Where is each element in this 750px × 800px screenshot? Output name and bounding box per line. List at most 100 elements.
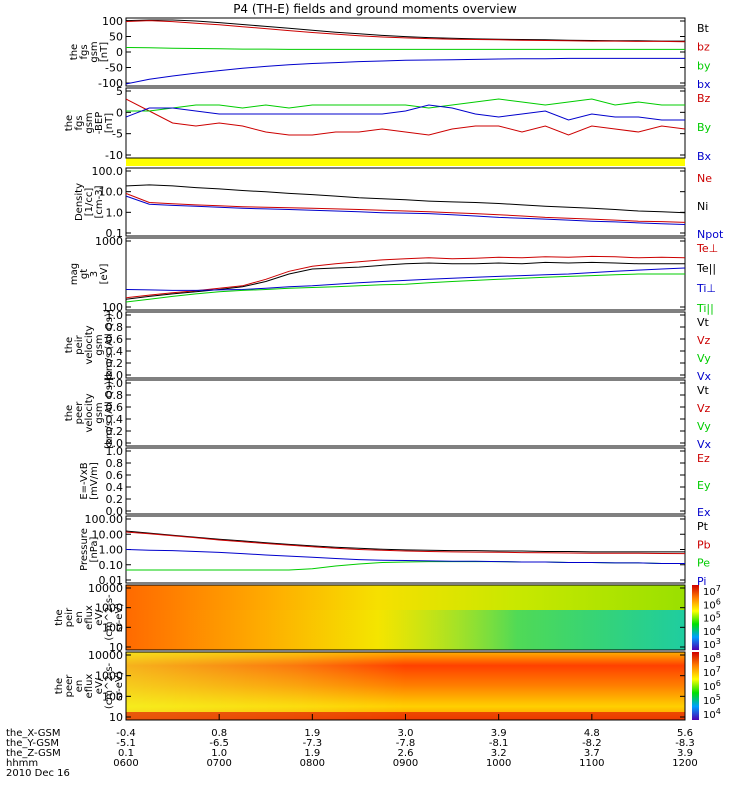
y-label-line: [eV]: [99, 264, 110, 285]
y-tick-label: 1.0: [106, 206, 124, 219]
x-tick-label: 1100: [579, 758, 604, 769]
x-tick-label: 1200: [672, 758, 697, 769]
y-label-line: Density: [74, 183, 85, 221]
y-tick-label: -10: [105, 149, 123, 162]
legend-Npot: Npot: [697, 228, 724, 241]
y-tick-label: 0.01: [99, 574, 124, 587]
legend-bz: bz: [697, 41, 710, 54]
panel-7: 1.00.80.60.40.20.0 E=-VxB [mV/m] Ez Ey Ex: [79, 445, 711, 519]
y-label-line: peer: [74, 401, 85, 425]
y-tick-label: 1000: [95, 602, 123, 615]
y-label-line: eV/: [94, 609, 105, 626]
panel-frame: [125, 237, 686, 311]
x-row-label: hhmm: [6, 758, 38, 769]
y-label-line: eflux: [84, 605, 95, 630]
legend-Vx: Vx: [697, 370, 712, 383]
x-tick-label: 1.9: [304, 728, 320, 739]
chart-title: P4 (TH-E) fields and ground moments over…: [233, 2, 517, 16]
panel-frame: [125, 447, 686, 515]
y-axis-label: Pressure [nPa]: [79, 528, 100, 571]
y-tick-label: 0.4: [106, 413, 124, 426]
y-label-line: the: [69, 44, 80, 60]
y-tick-label: 0.6: [106, 333, 124, 346]
y-label-line: eV/: [94, 677, 105, 694]
x-tick-label: -6.5: [209, 738, 229, 749]
y-tick-label: 0.2: [106, 493, 124, 506]
y-tick-label: 10: [109, 711, 123, 724]
y-label-line: (cm^2-s-: [104, 594, 115, 641]
y-tick-label: 1000: [95, 235, 123, 248]
y-label-line: sr-eV): [114, 671, 125, 700]
x-tick-label: 1000: [486, 758, 511, 769]
panel-1: 100 50 0 -50 -100 the fgs gsm [nT] Bt bz by bx: [69, 15, 711, 91]
x-tick-label: 3.9: [677, 748, 693, 759]
panel-2: 5 0 -5 -10 the fgs gsm -BEP [nT] Bz By Bx: [64, 85, 712, 163]
x-tick-label: 3.9: [491, 728, 507, 739]
y-label-line: fgs: [79, 44, 90, 59]
legend-Vx: Vx: [697, 438, 712, 451]
x-tick-label: -7.8: [396, 738, 416, 749]
x-tick-label: 1.9: [304, 748, 320, 759]
panel-frame: [125, 87, 686, 159]
y-tick-label: 1000: [95, 670, 123, 683]
y-axis-label: E=-VxB [mV/m]: [79, 462, 100, 500]
y-tick-label: -50: [105, 62, 123, 75]
panel-frame: [125, 379, 686, 447]
y-label-line: peir: [64, 607, 75, 627]
legend-Pe: Pe: [697, 557, 710, 570]
colorbar-tick-label: 107: [703, 584, 721, 598]
panel-frame: [125, 584, 686, 651]
y-label-line: 3: [89, 271, 100, 277]
y-tick-label: 1.0: [106, 445, 124, 458]
x-tick-label: 0800: [300, 758, 325, 769]
series-line-Npot: [125, 195, 686, 225]
y-tick-label: 100: [102, 15, 123, 28]
separator-band: [126, 158, 685, 166]
legend-Ti||: Ti||: [696, 302, 714, 315]
panel-frame: [125, 311, 686, 379]
y-axis-label: the peer en eflux eV/(cm^2-s-sr-eV): [54, 662, 125, 709]
x-tick-label: -5.1: [116, 738, 136, 749]
y-axis-label: the peer velocity gsm [km/s (All Qs)]: [64, 377, 115, 449]
y-tick-label: 0: [116, 46, 123, 59]
series-line-By: [126, 98, 685, 112]
x-tick-label: -8.1: [489, 738, 509, 749]
legend-Ti⊥: Ti⊥: [696, 282, 716, 295]
y-axis-label: the peir en eflux eV/(cm^2-s-sr-eV): [54, 594, 125, 641]
panel-frame: [125, 17, 686, 87]
y-label-line: sr-eV): [114, 603, 125, 632]
legend-by: by: [697, 59, 711, 72]
y-label-line: gt: [79, 269, 90, 279]
y-tick-label: 0.2: [106, 425, 124, 438]
series-line-by: [125, 47, 685, 50]
y-axis-label: mag gt 3 [eV]: [69, 263, 110, 285]
y-tick-label: 1.00: [99, 544, 124, 557]
y-label-line: gsm: [94, 402, 105, 423]
legend-Vt: Vt: [697, 316, 710, 329]
colorbar-tick-label: 104: [703, 624, 721, 638]
legend-Bz: Bz: [697, 92, 711, 105]
y-label-line: [km/s (All Qs)]: [104, 377, 115, 449]
y-tick-label: 5: [116, 85, 123, 98]
y-label-line: peer: [64, 674, 75, 698]
x-tick-label: -7.3: [303, 738, 323, 749]
y-label-line: gsm: [94, 334, 105, 355]
colorbar-tick-label: 105: [703, 693, 721, 707]
x-tick-label: 3.7: [584, 748, 600, 759]
y-tick-label: 100.0: [92, 165, 124, 178]
legend-bx: bx: [697, 78, 711, 91]
x-tick-label: 5.6: [677, 728, 693, 739]
y-label-line: the: [54, 678, 65, 694]
legend-Vz: Vz: [697, 334, 711, 347]
y-tick-label: 1.0: [106, 377, 124, 390]
y-label-line: [nT]: [99, 42, 110, 62]
y-tick-label: 0.6: [106, 469, 124, 482]
y-tick-label: 0.10: [99, 559, 124, 572]
series-line-Pb: [125, 531, 686, 555]
colorbar-tick-label: 104: [703, 707, 721, 721]
series-line-Pi: [125, 549, 685, 564]
y-tick-label: 0.0: [106, 505, 124, 518]
series-line-Pt: [125, 530, 685, 553]
